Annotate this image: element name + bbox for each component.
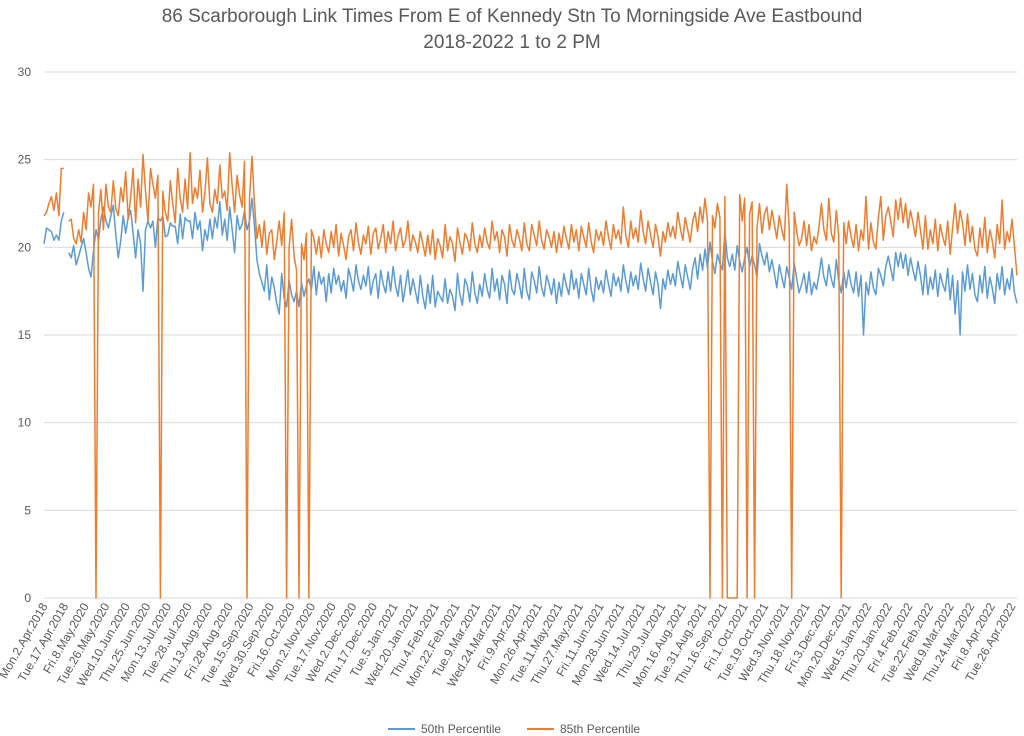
- y-tick-label: 25: [18, 153, 32, 167]
- chart-title: 86 Scarborough Link Times From E of Kenn…: [162, 6, 863, 27]
- y-tick-label: 5: [24, 503, 31, 517]
- series-line-p50: [43, 197, 1018, 336]
- y-tick-label: 20: [18, 240, 32, 254]
- y-tick-label: 10: [18, 416, 32, 430]
- series-line-p85: [43, 151, 1018, 599]
- gridlines: [44, 71, 1017, 599]
- y-tick-label: 15: [18, 328, 32, 342]
- chart-subtitle: 2018-2022 1 to 2 PM: [423, 32, 600, 53]
- y-axis-ticks: 0 5 10 15 20 25 30: [18, 65, 32, 605]
- legend-label-p85: 85th Percentile: [560, 722, 640, 736]
- y-tick-label: 30: [18, 65, 32, 79]
- series-layer: [43, 151, 1018, 599]
- legend-label-p50: 50th Percentile: [421, 722, 501, 736]
- y-tick-label: 0: [24, 591, 31, 605]
- legend: 50th Percentile 85th Percentile: [388, 722, 640, 736]
- x-axis-ticks: Mon.2.Apr.2018Tue.17.Apr.2018Fri.8.May.2…: [0, 600, 1019, 690]
